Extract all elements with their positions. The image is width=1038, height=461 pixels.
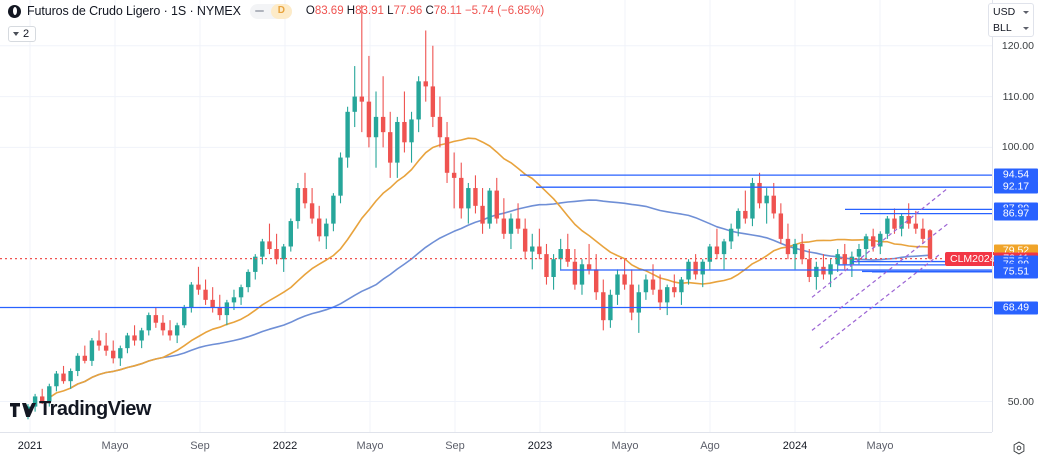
price-axis-tick: 100.00 [1001,141,1034,154]
tradingview-logo-icon [10,402,36,417]
ohlc-o-label: O [305,5,315,17]
time-axis[interactable]: 2021 Mayo Sep 2022 Mayo Sep 2023 Mayo Ago 2024 May… [0,432,992,461]
toggle-dash-icon [254,10,264,12]
indicator-count-pill[interactable]: 2 [8,26,37,42]
time-axis-tick: 2024 [782,440,808,452]
price-axis-tick: 120.00 [1001,39,1034,52]
ohlc-h-value: 83.91 [355,5,384,17]
chevron-down-icon [1023,26,1029,30]
time-axis-tick: Mayo [611,440,639,452]
interval-label: D [277,5,285,16]
time-axis-tick: Mayo [866,440,894,452]
price-tag[interactable]: 86.97 [994,207,1038,221]
chart-plot-area[interactable]: CLM2024 [0,0,1001,432]
candlestick-canvas [0,0,992,432]
time-axis-tick: 2021 [17,440,43,452]
chevron-down-icon [13,32,19,36]
price-axis-tick: 110.00 [1002,90,1034,103]
time-axis-tick: Sep [190,440,210,452]
time-axis-tick: 2023 [527,440,553,452]
series-price-label[interactable]: CLM2024 [945,251,1001,266]
symbol-title[interactable]: Futuros de Crudo Ligero · 1S · NYMEX [27,4,241,18]
price-axis[interactable]: 120.00110.00100.0050.0094.5492.1787.8086… [992,0,1038,432]
ohlc-c-value: 78.11 [433,5,462,17]
ohlc-readout: O83.69 H83.91 L77.96 C78.11 −5.74 (−6.85… [306,5,544,17]
ohlc-l-label: L [387,5,394,17]
ohlc-change: −5.74 (−6.85%) [464,5,545,17]
price-tag[interactable]: 92.17 [994,180,1038,194]
ohlc-c-label: C [425,5,434,17]
price-tag[interactable]: 94.54 [994,168,1038,182]
indicator-count-label: 2 [23,28,30,40]
price-tag[interactable]: 68.49 [994,301,1038,315]
chart-header: Futuros de Crudo Ligero · 1S · NYMEX D O… [0,0,1038,22]
price-axis-tick: 50.00 [1007,395,1034,408]
tradingview-circle-icon [8,4,21,18]
indicator-legend-row: 2 [8,23,37,42]
ohlc-h-label: H [346,5,356,17]
watermark-text: TradingView [39,398,151,420]
tradingview-watermark: TradingView [10,398,151,421]
time-axis-tick: Sep [445,440,465,452]
chevron-down-icon [1023,10,1029,14]
unit-label: BLL [993,22,1012,34]
ohlc-o-value: 83.69 [314,5,344,17]
time-axis-tick: Mayo [101,440,129,452]
currency-selector[interactable]: USD [989,4,1033,20]
interval-toggle[interactable]: D [249,3,292,19]
time-axis-tick: Mayo [356,440,384,452]
crosshair-target-icon[interactable] [1012,441,1026,455]
currency-label: USD [993,6,1016,18]
ohlc-l-value: 77.96 [393,5,423,17]
price-axis-unit-selectors: USD BLL [988,3,1034,37]
time-axis-tick: Ago [700,440,720,452]
toggle-knob: D [270,3,292,19]
price-tag[interactable]: 75.51 [994,265,1038,279]
unit-selector[interactable]: BLL [989,20,1033,36]
time-axis-tick: 2022 [272,440,298,452]
